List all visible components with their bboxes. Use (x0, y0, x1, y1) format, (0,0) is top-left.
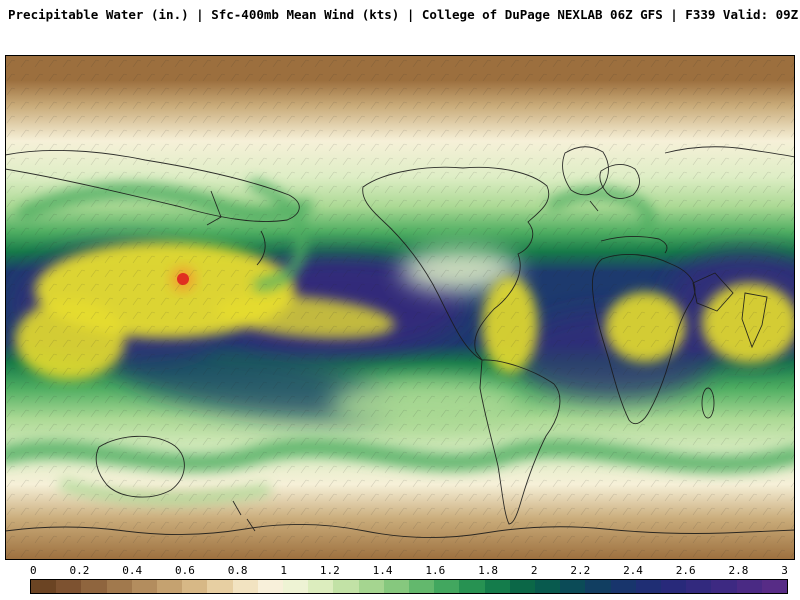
colorbar-segment (131, 580, 158, 593)
colorbar-segment (560, 580, 586, 593)
colorbar-segment (333, 580, 359, 593)
colorbar-tick-label: 2 (530, 564, 538, 577)
colorbar-segment (383, 580, 410, 593)
colorbar-tick-label: 2.8 (728, 564, 749, 577)
colorbar-segment (182, 580, 208, 593)
colorbar-segment (409, 580, 435, 593)
colorbar-tick-label: 0.2 (69, 564, 90, 577)
colorbar-segment (484, 580, 510, 593)
colorbar-segment (157, 580, 183, 593)
colorbar-segment (686, 580, 712, 593)
continent-outlines (5, 146, 795, 538)
colorbar-segment (257, 580, 284, 593)
colorbar-segment (56, 580, 82, 593)
product-title: Precipitable Water (in.) | Sfc-400mb Mea… (8, 7, 800, 22)
colorbar-segment (736, 580, 762, 593)
colorbar-segment (308, 580, 334, 593)
colorbar-segment (232, 580, 258, 593)
world-map-svg (5, 55, 795, 560)
colorbar-ticks: 0 0.2 0.4 0.6 0.8 1 1.2 1.4 1.6 1.8 2 2.2 2.4 2.6 2.8 3 (30, 563, 788, 579)
colorbar: 0 0.2 0.4 0.6 0.8 1 1.2 1.4 1.6 1.8 2 2.2 2.4 2.6 2.8 3 (30, 563, 788, 597)
wind-barbs-overlay (5, 55, 795, 560)
colorbar-segment (358, 580, 384, 593)
colorbar-segment (509, 580, 536, 593)
colorbar-segment (283, 580, 309, 593)
colorbar-segment (535, 580, 561, 593)
colorbar-segment (711, 580, 737, 593)
colorbar-tick-label: 0.6 (174, 564, 195, 577)
colorbar-segment (31, 580, 57, 593)
colorbar-segment (81, 580, 107, 593)
colorbar-segment (635, 580, 662, 593)
colorbar-segment (106, 580, 132, 593)
colorbar-scale (30, 579, 788, 594)
colorbar-tick-label: 1.8 (478, 564, 498, 577)
colorbar-segment (661, 580, 687, 593)
colorbar-tick-label: 2.6 (675, 564, 696, 577)
colorbar-segment (459, 580, 485, 593)
world-map (5, 55, 795, 560)
colorbar-segment (585, 580, 611, 593)
colorbar-tick-label: 0.8 (227, 564, 248, 577)
colorbar-segment (207, 580, 233, 593)
colorbar-segment (434, 580, 460, 593)
map-border (5, 55, 795, 560)
colorbar-tick-label: 1.2 (319, 564, 340, 577)
colorbar-tick-label: 1.4 (372, 564, 393, 577)
colorbar-tick-label: 0.4 (122, 564, 143, 577)
colorbar-tick-label: 1.6 (425, 564, 446, 577)
colorbar-segment (761, 580, 788, 593)
colorbar-tick-label: 3 (781, 564, 788, 577)
colorbar-segment (610, 580, 636, 593)
colorbar-tick-label: 1 (280, 564, 288, 577)
colorbar-tick-label: 0 (30, 564, 37, 577)
colorbar-tick-label: 2.4 (623, 564, 643, 577)
colorbar-tick-label: 2.2 (570, 564, 591, 577)
